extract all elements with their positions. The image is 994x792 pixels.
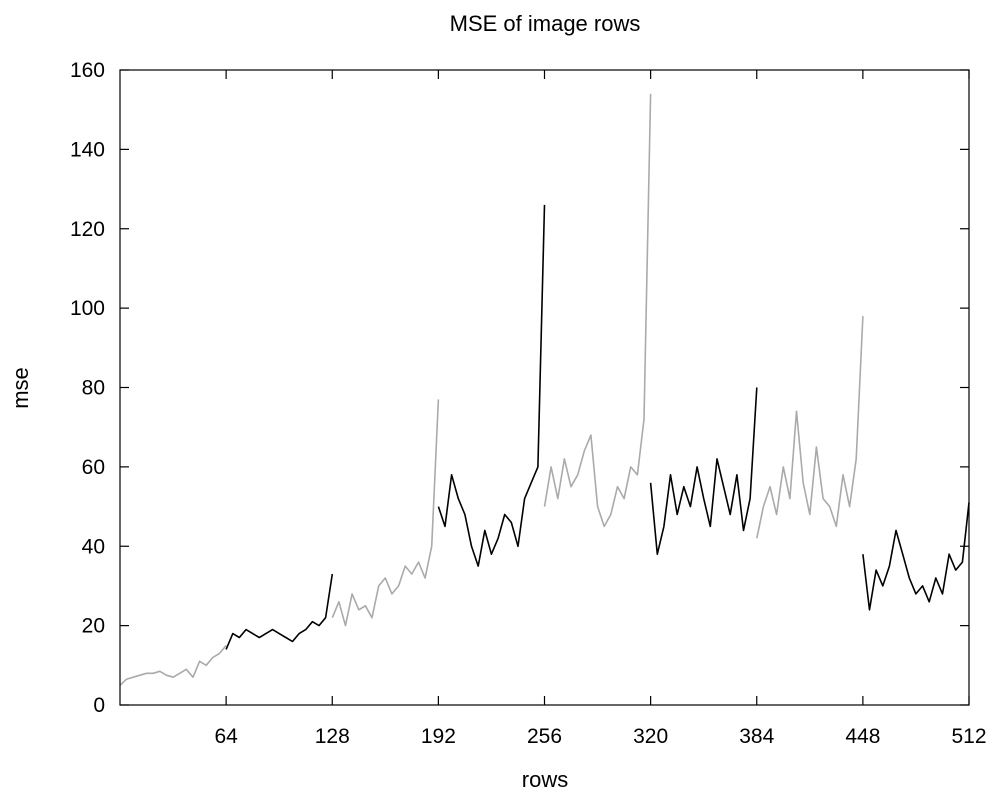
y-tick-label: 0 bbox=[93, 694, 105, 717]
series-line-4 bbox=[437, 204, 546, 567]
y-tick-label: 40 bbox=[82, 535, 105, 558]
chart-title: MSE of image rows bbox=[450, 11, 641, 36]
series-line-5 bbox=[543, 93, 652, 528]
y-tick-label: 140 bbox=[70, 138, 105, 161]
y-tick-label: 100 bbox=[70, 297, 105, 320]
x-tick-label: 256 bbox=[527, 725, 562, 748]
y-tick-label: 160 bbox=[70, 59, 105, 82]
x-axis-title: rows bbox=[522, 767, 568, 792]
x-tick-label: 128 bbox=[315, 725, 350, 748]
x-tick-label: 192 bbox=[421, 725, 456, 748]
ticks-layer: 64 128 192 256 320 384 448 512 0 20 40 60 80 100 120 14… bbox=[70, 59, 987, 748]
series-layer bbox=[119, 93, 970, 686]
y-tick-label: 60 bbox=[82, 456, 105, 479]
x-tick-label: 448 bbox=[845, 725, 880, 748]
series-line-8 bbox=[862, 502, 970, 611]
series-line-6 bbox=[649, 387, 758, 556]
series-line-1 bbox=[119, 644, 227, 686]
y-tick-label: 80 bbox=[82, 377, 105, 400]
x-tick-label: 64 bbox=[214, 725, 238, 748]
x-tick-label: 384 bbox=[739, 725, 774, 748]
y-tick-label: 120 bbox=[70, 218, 105, 241]
plot-frame bbox=[119, 69, 970, 706]
y-axis-title: mse bbox=[8, 367, 33, 409]
x-tick-label: 320 bbox=[633, 725, 668, 748]
series-line-7 bbox=[756, 316, 864, 539]
series-line-3 bbox=[331, 399, 440, 627]
x-tick-label: 512 bbox=[951, 725, 986, 748]
y-tick-label: 20 bbox=[82, 615, 105, 638]
series-line-2 bbox=[225, 573, 334, 650]
